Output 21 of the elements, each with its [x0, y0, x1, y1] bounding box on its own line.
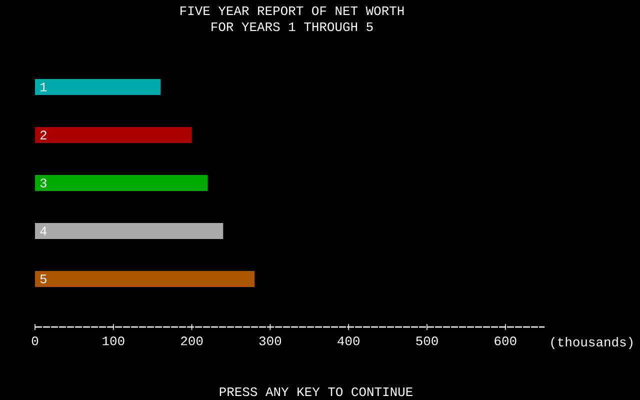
- chart-subtitle: FOR YEARS 1 THROUGH 5: [212, 22, 373, 32]
- bar: [35, 79, 160, 96]
- x-tick-label: 200: [181, 336, 203, 346]
- bar: [35, 223, 224, 240]
- bar: [35, 271, 255, 288]
- x-tick-label: 300: [259, 336, 282, 346]
- x-axis-title: (thousands): [551, 336, 632, 350]
- x-tick-label: 400: [338, 336, 360, 346]
- bar: [35, 127, 192, 144]
- y-tick-label: 4: [40, 226, 47, 236]
- x-tick-label: 600: [494, 336, 516, 346]
- x-tick-label: 0: [32, 336, 38, 346]
- text: PRESS ANY KEY TO CONTINUE: [220, 387, 412, 396]
- chart-title: FIVE YEAR REPORT OF NET WORTH: [180, 6, 404, 16]
- bar: [35, 175, 208, 192]
- y-tick-label: 5: [40, 274, 46, 284]
- y-tick-label: 2: [40, 130, 46, 140]
- y-tick-label: 1: [40, 82, 47, 92]
- x-tick-label: 500: [416, 336, 438, 346]
- x-tick-label: 100: [102, 336, 124, 346]
- y-tick-label: 3: [40, 178, 46, 188]
